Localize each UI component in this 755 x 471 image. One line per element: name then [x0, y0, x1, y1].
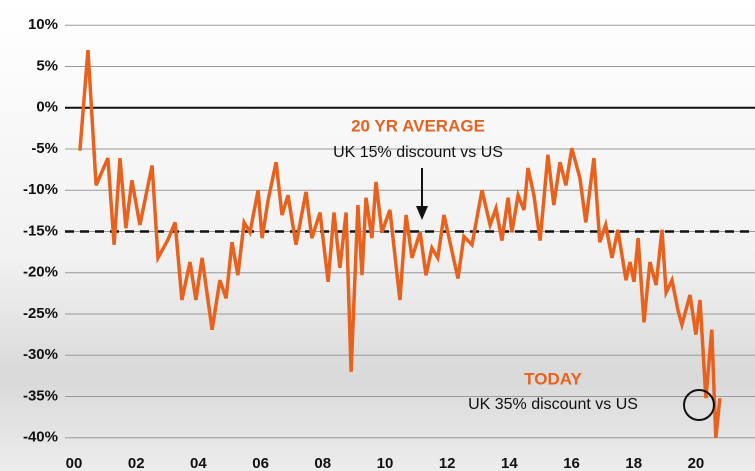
y-tick-label: -20%: [23, 264, 58, 281]
x-tick-label: 14: [501, 455, 518, 471]
page: {"chart_data": {"type": "line", "x": [20…: [0, 0, 755, 471]
chart: 20 YR AVERAGE UK 15% discount vs US TODA…: [0, 0, 755, 471]
x-tick-label: 18: [625, 455, 642, 471]
y-tick-label: -10%: [23, 181, 58, 198]
y-tick-label: -5%: [31, 140, 58, 157]
x-tick-label: 10: [377, 455, 394, 471]
y-tick-label: -25%: [23, 305, 58, 322]
y-tick-label: 0%: [36, 99, 58, 116]
x-tick-label: 16: [563, 455, 580, 471]
y-tick-label: 10%: [28, 16, 58, 33]
y-tick-label: -35%: [23, 387, 58, 404]
today-text: UK 35% discount vs US: [468, 396, 638, 413]
x-tick-label: 02: [128, 455, 145, 471]
y-tick-label: 5%: [36, 57, 58, 74]
x-tick-label: 04: [190, 455, 207, 471]
x-tick-label: 12: [439, 455, 456, 471]
x-tick-label: 06: [252, 455, 269, 471]
y-tick-label: -15%: [23, 222, 58, 239]
x-tick-label: 00: [66, 455, 83, 471]
y-tick-label: -40%: [23, 429, 58, 446]
x-tick-label: 08: [314, 455, 331, 471]
average-title: 20 YR AVERAGE: [351, 116, 485, 135]
today-title: TODAY: [524, 369, 582, 388]
x-tick-label: 20: [688, 455, 705, 471]
y-tick-label: -30%: [23, 346, 58, 363]
average-text: UK 15% discount vs US: [333, 144, 503, 161]
